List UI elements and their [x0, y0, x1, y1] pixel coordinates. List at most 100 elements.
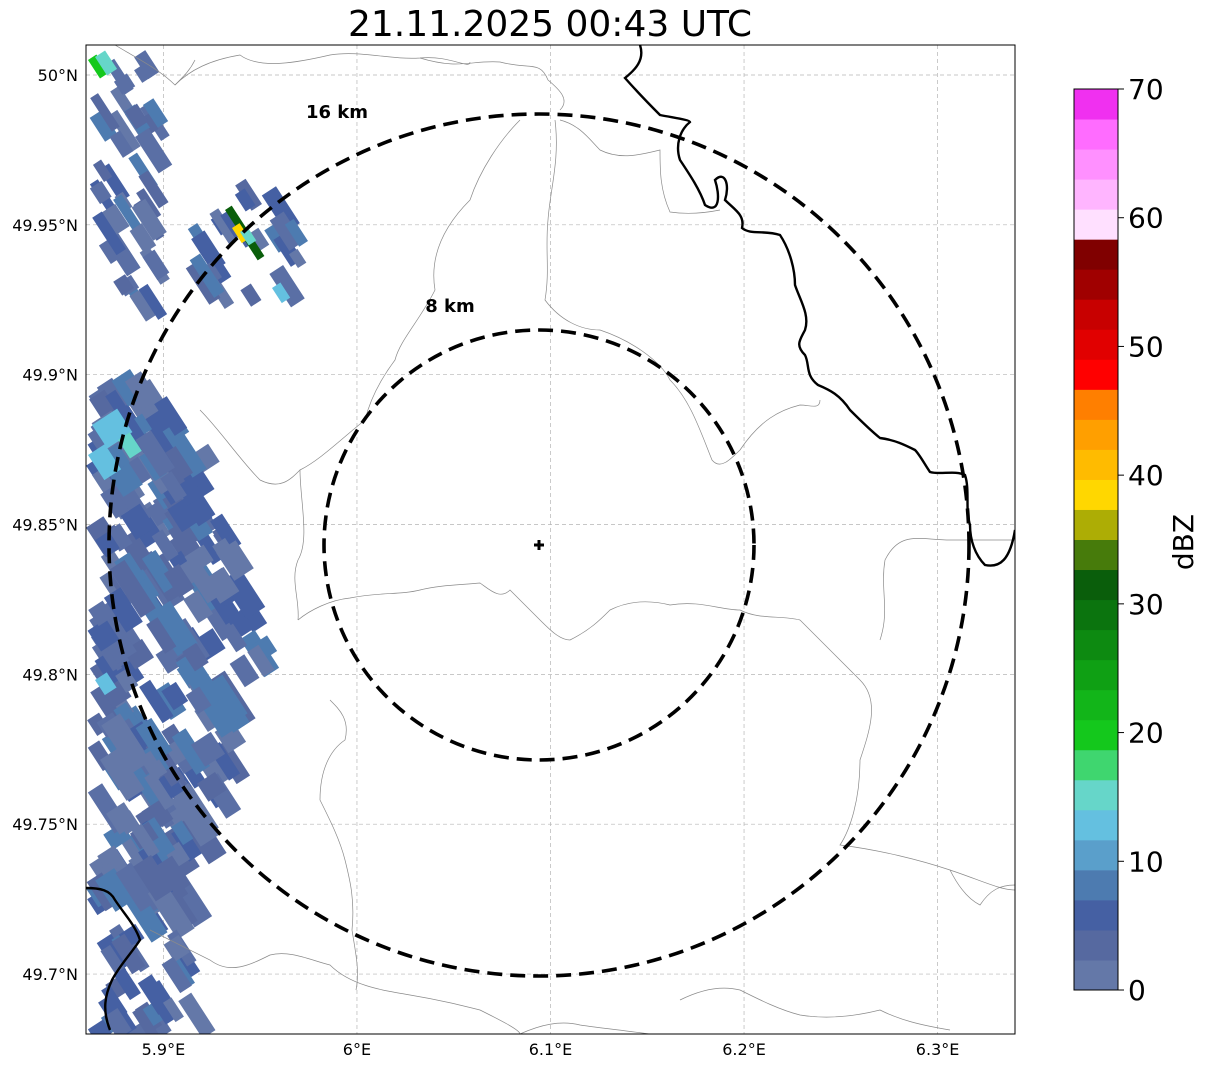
- echo-cell: [98, 236, 125, 264]
- colorbar-tick-label: 60: [1128, 202, 1164, 235]
- echo-cell: [110, 85, 135, 116]
- echo-cell: [156, 855, 191, 895]
- echo-cell: [133, 855, 174, 902]
- echo-cell: [160, 471, 187, 503]
- echo-cell: [132, 1006, 162, 1034]
- colorbar-cell: [1074, 779, 1118, 811]
- echo-cell: [141, 549, 178, 593]
- echo-cell: [124, 371, 159, 410]
- echo-cell: [216, 540, 254, 581]
- echo-cell: [261, 186, 300, 233]
- gridlines: [86, 45, 1015, 1034]
- echo-cell: [186, 498, 213, 527]
- lon-tick-label: 6.1°E: [529, 1040, 573, 1059]
- longitude-ticks: 5.9°E 6°E 6.1°E 6.2°E 6.3°E: [142, 1040, 960, 1059]
- colorbar-cell: [1074, 449, 1118, 480]
- range-ring-label-16km: 16 km: [306, 102, 368, 123]
- echo-cell: [105, 389, 145, 443]
- colorbar-cell: [1074, 959, 1118, 991]
- colorbar-tick-label: 30: [1128, 588, 1164, 621]
- echo-cell: [109, 130, 134, 158]
- echo-cell: [139, 749, 168, 781]
- echo-cell: [131, 198, 167, 241]
- range-ring-16km: [107, 112, 971, 978]
- echo-cell: [113, 73, 136, 95]
- echo-cell: [134, 64, 152, 83]
- colorbar-cell: [1074, 419, 1118, 450]
- range-ring-label-8km: 8 km: [425, 296, 475, 317]
- echo-cell: [151, 529, 179, 562]
- echo-cell: [227, 609, 255, 639]
- echo-cell: [144, 770, 177, 810]
- lat-tick-label: 49.7°N: [22, 965, 78, 984]
- colorbar-tick-label: 40: [1128, 459, 1164, 492]
- echo-cell: [89, 180, 112, 205]
- colorbar-cell: [1074, 929, 1118, 961]
- colorbar-cell: [1074, 299, 1118, 330]
- echo-cell: [134, 50, 160, 80]
- echo-cell: [190, 731, 226, 767]
- echo-cell: [92, 159, 113, 182]
- echo-cell: [150, 600, 198, 657]
- echo-cell: [142, 98, 169, 128]
- range-rings: [107, 112, 971, 978]
- echo-cell: [163, 563, 195, 598]
- echo-cell: [89, 110, 118, 142]
- echo-cell: [269, 265, 305, 308]
- echo-cell: [171, 728, 211, 775]
- echo-cell: [162, 997, 184, 1023]
- colorbar-cell: [1074, 239, 1118, 270]
- echo-cell: [171, 820, 194, 846]
- echo-cell: [229, 654, 260, 688]
- echo-cell: [178, 992, 216, 1034]
- echo-cell: [113, 274, 134, 296]
- colorbar-cell: [1074, 599, 1118, 631]
- echo-cell: [94, 531, 120, 558]
- echo-cell: [163, 935, 190, 962]
- map-title: 21.11.2025 00:43 UTC: [347, 4, 753, 45]
- colorbar-cell: [1074, 629, 1118, 661]
- echo-cell: [95, 672, 117, 696]
- colorbar-cell: [1074, 899, 1118, 931]
- echo-cell: [115, 862, 157, 912]
- echo-cell: [204, 566, 240, 604]
- echo-cell: [101, 713, 151, 774]
- echo-cell: [95, 50, 118, 76]
- colorbar-cell: [1074, 209, 1118, 240]
- colorbar-cell: [1074, 149, 1118, 180]
- echo-cell: [109, 559, 156, 618]
- echo-cell: [120, 503, 156, 540]
- echo-cell: [146, 501, 169, 527]
- lat-tick-label: 50°N: [38, 66, 78, 85]
- colorbar-cells: [1074, 89, 1118, 991]
- colorbar-cell: [1074, 689, 1118, 721]
- echo-cell: [146, 617, 177, 654]
- colorbar-tick-label: 70: [1128, 73, 1164, 106]
- lat-tick-label: 49.75°N: [12, 815, 78, 834]
- echo-cell: [234, 188, 256, 212]
- echo-cell: [111, 933, 146, 975]
- echo-cell: [87, 618, 120, 652]
- colorbar-cell: [1074, 269, 1118, 300]
- echo-cell: [108, 109, 141, 152]
- echo-cell: [95, 868, 135, 912]
- colorbar-cell: [1074, 719, 1118, 751]
- echo-cell: [271, 282, 291, 304]
- lon-tick-label: 6°E: [343, 1040, 371, 1059]
- radar-site-marker: [534, 540, 544, 550]
- echo-cell: [101, 203, 130, 236]
- echo-cell: [165, 445, 194, 480]
- echo-cell: [161, 956, 192, 994]
- echo-cell: [240, 283, 262, 307]
- echo-cell: [138, 170, 169, 209]
- colorbar-cell: [1074, 569, 1118, 601]
- colorbar-tick-label: 50: [1128, 330, 1164, 363]
- echo-cell: [138, 283, 168, 320]
- echo-cell: [106, 523, 133, 552]
- colorbar-tick-label: 10: [1128, 845, 1164, 878]
- echo-cell: [129, 223, 157, 254]
- colorbar-cell: [1074, 329, 1118, 360]
- echo-cell: [130, 1019, 156, 1034]
- commune-boundaries: [114, 45, 1015, 1034]
- lat-tick-label: 49.95°N: [12, 216, 78, 235]
